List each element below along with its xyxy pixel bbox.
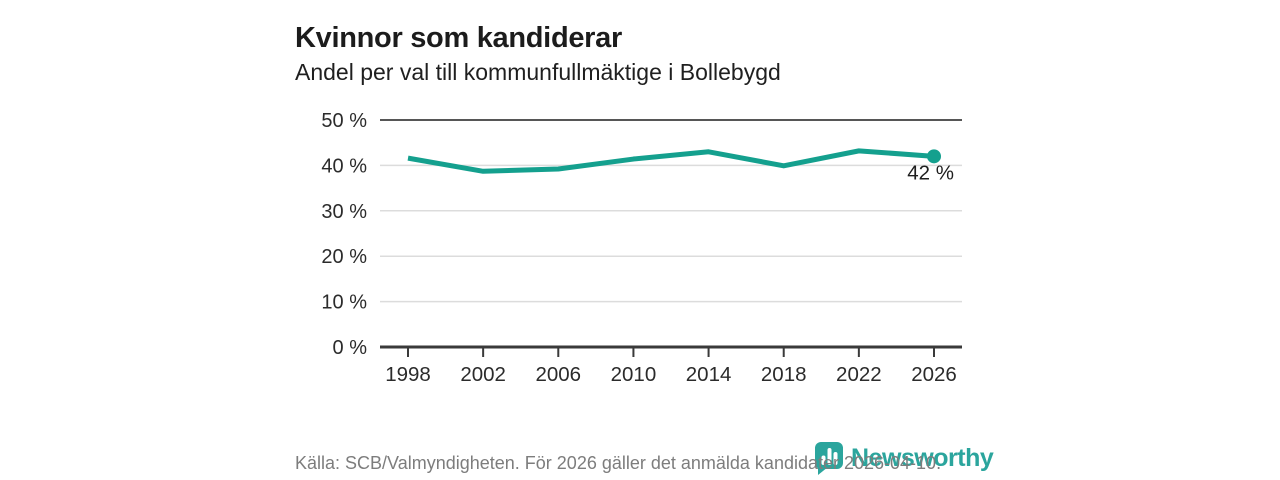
newsworthy-logo: Newsworthy (812, 440, 994, 476)
chart-subtitle: Andel per val till kommunfullmäktige i B… (295, 59, 781, 85)
x-tick-label: 2002 (460, 363, 506, 386)
x-tick-label: 2018 (761, 363, 807, 386)
data-point (927, 149, 941, 164)
x-tick-label: 2010 (611, 363, 657, 386)
x-tick-label: 2026 (911, 363, 957, 386)
y-tick-label: 30 % (321, 201, 367, 223)
line-chart: 0 % 10 % 20 % 30 % 40 % 50 % 1998 2002 2006 2010 2… (295, 100, 985, 400)
x-tick-label: 1998 (385, 363, 431, 386)
y-tick-label: 0 % (333, 337, 368, 359)
data-point-label: 42 % (907, 161, 954, 184)
x-tick-label: 2022 (836, 363, 882, 386)
newsworthy-logo-text: Newsworthy (851, 443, 994, 472)
y-tick-label: 40 % (321, 155, 367, 177)
x-tick-label: 2014 (686, 363, 732, 386)
y-tick-label: 20 % (321, 246, 367, 268)
source-note: Källa: SCB/Valmyndigheten. För 2026 gäll… (295, 453, 942, 473)
chart-title: Kvinnor som kandiderar (295, 22, 622, 55)
y-tick-label: 50 % (321, 110, 367, 132)
newsworthy-logo-icon (812, 440, 846, 476)
x-tick-label: 2006 (535, 363, 581, 386)
data-line (407, 148, 935, 174)
y-tick-label: 10 % (321, 292, 367, 314)
